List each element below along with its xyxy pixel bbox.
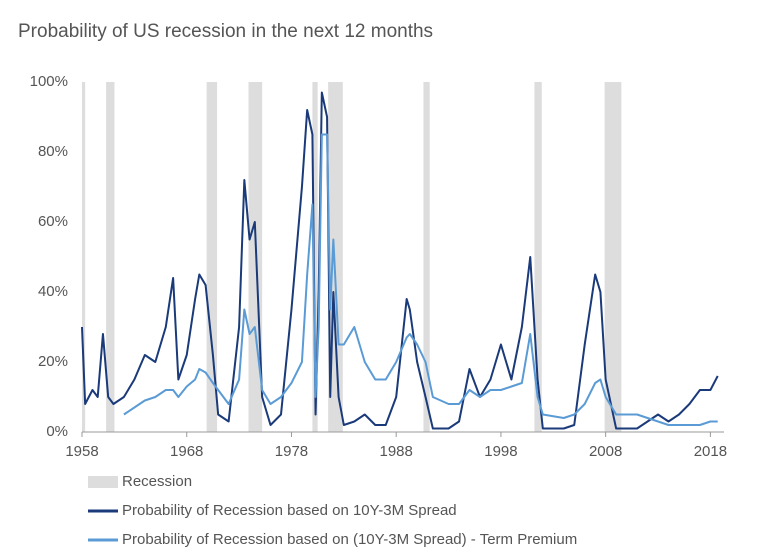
recession-band <box>82 82 86 432</box>
series-line <box>81 91 719 430</box>
legend-label: Probability of Recession based on 10Y-3M… <box>122 502 457 519</box>
legend-label: Probability of Recession based on (10Y-3… <box>122 531 577 548</box>
y-tick-label: 60% <box>38 213 68 230</box>
recession-band <box>423 82 430 432</box>
y-tick-label: 0% <box>46 423 68 440</box>
x-tick-label: 1968 <box>170 443 203 460</box>
x-tick-label: 2018 <box>694 443 727 460</box>
legend-label: Recession <box>122 473 192 490</box>
y-tick-label: 20% <box>38 353 68 370</box>
recession-band <box>106 82 115 432</box>
x-tick-label: 1988 <box>380 443 413 460</box>
recession-band <box>534 82 542 432</box>
series-line <box>123 133 718 426</box>
x-tick-label: 1958 <box>65 443 98 460</box>
y-tick-label: 80% <box>38 143 68 160</box>
x-tick-label: 2008 <box>589 443 622 460</box>
y-tick-label: 100% <box>30 73 68 90</box>
recession-band <box>206 82 218 432</box>
legend-swatch <box>88 476 118 488</box>
chart-title: Probability of US recession in the next … <box>18 21 433 42</box>
x-tick-label: 1998 <box>484 443 517 460</box>
recession-band <box>312 82 318 432</box>
x-tick-label: 1978 <box>275 443 308 460</box>
y-tick-label: 40% <box>38 283 68 300</box>
recession-band <box>604 82 622 432</box>
